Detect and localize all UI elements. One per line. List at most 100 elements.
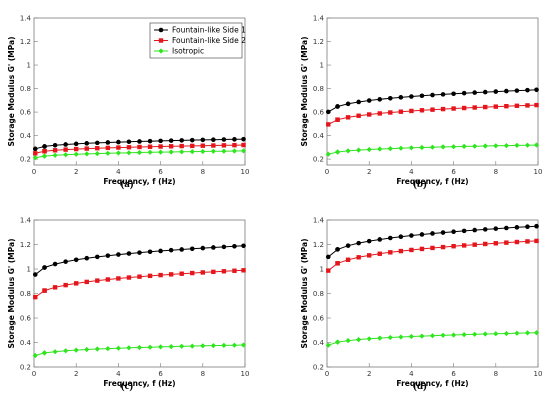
data-point — [126, 145, 132, 150]
data-point — [32, 155, 38, 161]
data-point — [335, 104, 340, 109]
chart-panel-d: 0.2 0.4 0.6 0.8 1 1.2 1.4 0 2 4 6 8 10 Frequency, f (… — [300, 217, 542, 389]
data-point — [42, 265, 47, 270]
data-point — [387, 334, 393, 341]
y-tick-label: 0.4 — [20, 339, 32, 347]
data-point — [533, 142, 540, 148]
data-point — [388, 95, 393, 101]
data-point — [429, 144, 436, 150]
x-tick-label: 2 — [74, 168, 78, 176]
x-axis-label: Frequency, f (Hz) — [396, 177, 468, 186]
data-point — [179, 271, 184, 276]
y-tick-label: 0.8 — [20, 290, 31, 298]
legend-marker — [158, 27, 164, 33]
data-point — [524, 330, 531, 336]
data-point — [356, 337, 362, 343]
y-tick-label: 0.4 — [313, 339, 325, 347]
x-tick-label: 4 — [116, 168, 121, 176]
data-point — [95, 146, 100, 151]
data-point — [534, 223, 539, 229]
x-tick-label: 4 — [409, 370, 414, 378]
data-point — [105, 346, 111, 352]
data-point — [398, 248, 404, 254]
data-point — [524, 142, 531, 148]
data-point — [409, 247, 414, 253]
data-point — [105, 145, 111, 151]
data-point — [334, 149, 341, 155]
data-point — [525, 103, 530, 108]
data-point — [429, 333, 436, 339]
data-point — [126, 139, 132, 145]
data-point — [326, 122, 331, 127]
data-point — [356, 99, 361, 105]
data-point — [221, 269, 227, 274]
data-point — [493, 241, 498, 246]
y-tick-label: 1.2 — [20, 241, 31, 249]
data-point — [430, 231, 435, 236]
series-fountain-like-side-2 — [33, 142, 246, 156]
data-point — [451, 106, 456, 111]
data-point — [366, 336, 372, 342]
data-point — [367, 112, 372, 117]
data-point — [116, 145, 121, 150]
data-point — [461, 332, 467, 338]
data-point — [105, 253, 111, 258]
data-point — [483, 104, 488, 110]
data-point — [388, 235, 393, 241]
data-point — [493, 143, 499, 149]
data-point — [409, 108, 414, 114]
x-tick-label: 0 — [32, 168, 36, 176]
data-point — [116, 252, 121, 257]
data-point — [325, 109, 331, 115]
panel-label-a: (a) — [121, 178, 134, 190]
y-tick-label: 1.2 — [20, 38, 31, 46]
data-point — [430, 107, 435, 112]
data-point — [472, 90, 478, 95]
data-point — [335, 247, 340, 252]
data-point — [408, 333, 414, 340]
data-point — [482, 143, 488, 149]
data-point — [179, 247, 184, 252]
y-tick-label: 0.2 — [20, 364, 31, 372]
series-isotropic — [325, 142, 540, 157]
data-point — [451, 144, 457, 150]
y-tick-label: 0.8 — [20, 85, 31, 93]
legend-marker — [158, 38, 164, 43]
data-point — [232, 142, 237, 148]
data-point — [398, 145, 404, 151]
data-point — [116, 139, 121, 145]
data-point — [241, 243, 246, 249]
data-point — [137, 139, 142, 144]
data-point — [398, 334, 404, 340]
data-point — [534, 238, 539, 244]
panel-label-d: (d) — [413, 380, 427, 392]
data-point — [482, 227, 488, 232]
y-tick-label: 0.6 — [20, 315, 32, 323]
data-point — [158, 344, 164, 350]
data-point — [73, 347, 79, 353]
data-point — [387, 146, 393, 152]
series-fountain-like-side-1 — [325, 223, 539, 260]
data-point — [345, 257, 351, 262]
data-point — [451, 91, 456, 97]
data-point — [41, 153, 48, 159]
data-point — [32, 146, 38, 152]
data-point — [461, 243, 467, 248]
data-point — [451, 229, 456, 234]
x-tick-label: 8 — [494, 168, 498, 176]
data-point — [52, 142, 58, 148]
data-point — [461, 90, 467, 96]
data-point — [95, 254, 100, 260]
data-point — [147, 273, 153, 279]
data-point — [211, 137, 216, 143]
data-point — [136, 149, 143, 156]
series-fountain-like-side-1 — [325, 87, 539, 115]
series-isotropic — [32, 342, 247, 359]
data-point — [210, 343, 216, 349]
data-point — [200, 137, 206, 143]
y-tick-label: 0.2 — [313, 156, 324, 164]
data-point — [504, 88, 509, 94]
y-tick-label: 1 — [320, 266, 324, 274]
data-point — [105, 277, 111, 282]
y-axis-label: Storage Modulus G' (MPa) — [7, 238, 16, 348]
